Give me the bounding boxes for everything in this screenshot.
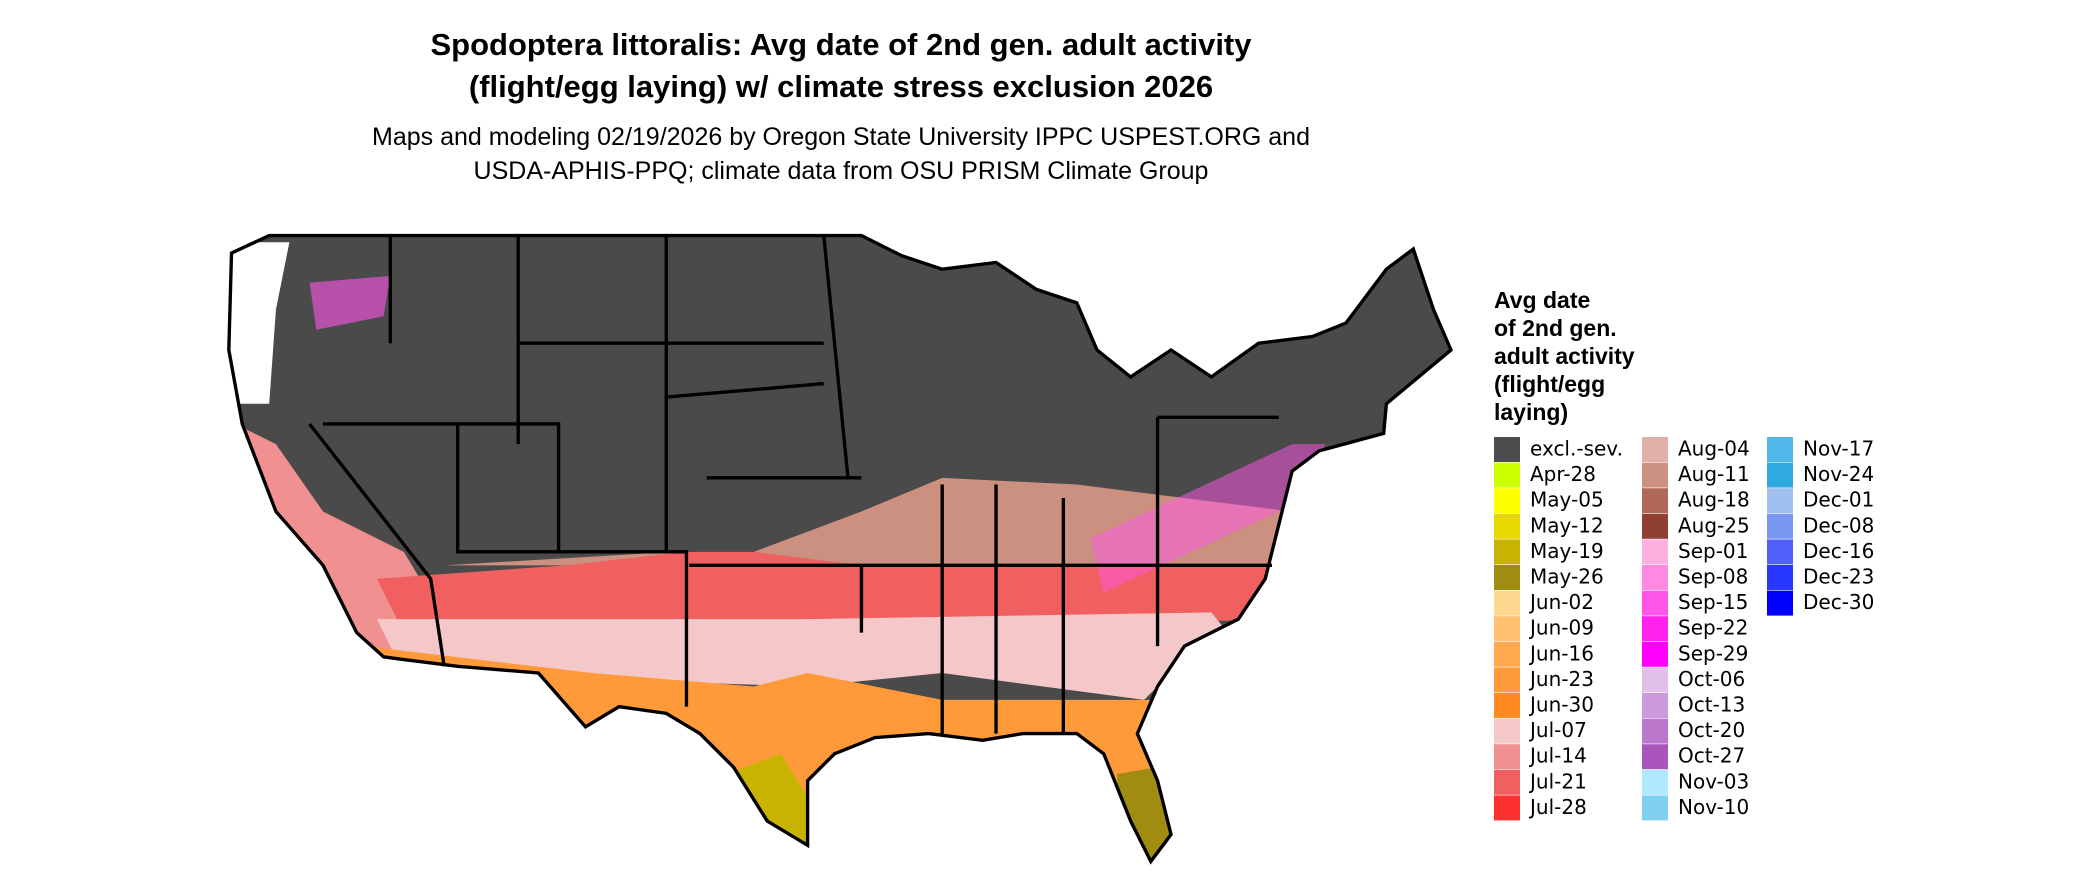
legend-label: Nov-10 (1678, 795, 1749, 819)
legend-label: Sep-01 (1678, 539, 1748, 563)
legend-swatch (1642, 744, 1668, 770)
legend-label: Nov-17 (1803, 437, 1874, 461)
legend-swatch (1494, 539, 1520, 565)
legend-label: Sep-22 (1678, 616, 1748, 640)
legend-label: Oct-13 (1678, 693, 1745, 717)
legend-swatch (1642, 795, 1668, 821)
legend-label: May-26 (1530, 565, 1604, 589)
legend-label: May-12 (1530, 513, 1604, 537)
legend-swatch (1642, 693, 1668, 718)
legend-label: Jun-30 (1528, 693, 1594, 717)
legend-label: Aug-11 (1678, 462, 1750, 486)
legend-title: Avg date of 2nd gen. adult activity (fli… (1494, 287, 1635, 425)
legend-label: Jul-28 (1528, 795, 1587, 819)
legend-swatch (1494, 667, 1520, 693)
legend-swatch (1642, 462, 1668, 488)
legend-label: Jun-09 (1528, 616, 1594, 640)
legend-swatch (1767, 513, 1793, 539)
legend-swatch (1494, 718, 1520, 744)
legend-label: excl.-sev. (1530, 437, 1623, 461)
legend-label: Dec-08 (1803, 513, 1874, 537)
legend-label: Jul-21 (1528, 769, 1587, 793)
legend-label: Apr-28 (1530, 462, 1596, 486)
legend-label: Jul-07 (1528, 718, 1587, 742)
legend-swatch (1642, 437, 1668, 462)
legend-swatch (1494, 590, 1520, 616)
legend-swatch (1767, 590, 1793, 616)
legend-label: Dec-16 (1803, 539, 1874, 563)
legend-swatch (1494, 616, 1520, 642)
legend-swatch (1642, 667, 1668, 693)
legend-label: Jun-23 (1528, 667, 1594, 691)
legend-swatch (1494, 693, 1520, 718)
legend-swatch (1642, 590, 1668, 616)
map-subtitle: Maps and modeling 02/19/2026 by Oregon S… (372, 123, 1310, 185)
legend-label: Dec-23 (1803, 565, 1874, 589)
legend-swatch (1494, 744, 1520, 770)
legend-label: Dec-30 (1803, 590, 1874, 614)
legend-label: Sep-15 (1678, 590, 1748, 614)
legend-swatch (1767, 539, 1793, 565)
legend-label: Oct-20 (1678, 718, 1745, 742)
legend-swatch (1767, 437, 1793, 462)
legend-label: May-19 (1530, 539, 1604, 563)
legend-swatch (1767, 462, 1793, 488)
legend-swatch (1494, 513, 1520, 539)
legend-label: Aug-25 (1678, 513, 1750, 537)
legend-swatch (1642, 616, 1668, 642)
legend-label: Oct-27 (1678, 744, 1745, 768)
legend-label: Aug-04 (1678, 437, 1750, 461)
legend-label: Jul-14 (1528, 744, 1587, 768)
legend-swatch (1642, 769, 1668, 795)
legend-label: Nov-24 (1803, 462, 1874, 486)
legend-swatch (1494, 462, 1520, 488)
legend-swatch (1767, 488, 1793, 514)
legend-label: Jun-16 (1528, 641, 1594, 665)
map-body (227, 233, 1453, 864)
legend-label: Oct-06 (1678, 667, 1745, 691)
legend-label: Aug-18 (1678, 488, 1750, 512)
legend-label: Dec-01 (1803, 488, 1874, 512)
legend-swatch (1767, 565, 1793, 590)
legend-swatch (1494, 769, 1520, 795)
legend-swatch (1494, 437, 1520, 462)
legend-swatch (1494, 641, 1520, 667)
legend-label: Jun-02 (1528, 590, 1594, 614)
legend-swatch (1642, 488, 1668, 514)
legend-swatch (1494, 565, 1520, 590)
legend-swatch (1642, 513, 1668, 539)
legend-label: Nov-03 (1678, 769, 1749, 793)
legend-swatch (1642, 641, 1668, 667)
legend-swatch (1642, 718, 1668, 744)
legend-swatch (1494, 488, 1520, 514)
legend-label: May-05 (1530, 488, 1604, 512)
legend-swatch (1642, 539, 1668, 565)
map-title: Spodoptera littoralis: Avg date of 2nd g… (430, 27, 1252, 104)
legend-label: Sep-29 (1678, 641, 1748, 665)
legend-label: Sep-08 (1678, 565, 1748, 589)
legend-swatch (1642, 565, 1668, 590)
legend-swatch (1494, 795, 1520, 821)
